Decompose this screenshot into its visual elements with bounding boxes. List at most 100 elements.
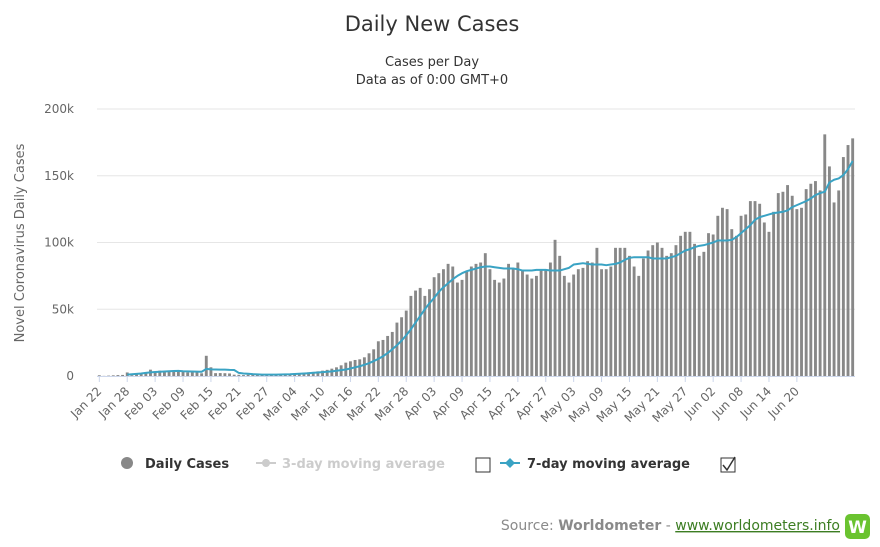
bar[interactable] xyxy=(493,279,497,376)
bar[interactable] xyxy=(748,201,752,376)
bar[interactable] xyxy=(767,231,771,376)
bar[interactable] xyxy=(823,134,827,376)
bar[interactable] xyxy=(655,242,659,377)
bar[interactable] xyxy=(618,247,622,376)
bar[interactable] xyxy=(841,157,845,376)
bar[interactable] xyxy=(558,255,562,376)
bar[interactable] xyxy=(539,269,543,376)
bar[interactable] xyxy=(251,374,255,376)
bar[interactable] xyxy=(465,271,469,376)
bar[interactable] xyxy=(237,374,241,376)
bar[interactable] xyxy=(711,234,715,376)
bar[interactable] xyxy=(362,357,366,376)
bar[interactable] xyxy=(404,310,408,376)
bar[interactable] xyxy=(772,211,776,376)
bar[interactable] xyxy=(418,287,422,376)
bar[interactable] xyxy=(158,370,162,376)
bar[interactable] xyxy=(669,253,673,376)
bar[interactable] xyxy=(721,207,724,376)
bar[interactable] xyxy=(521,270,524,376)
bar[interactable] xyxy=(572,274,576,376)
bar[interactable] xyxy=(223,373,227,376)
bar[interactable] xyxy=(758,203,762,376)
bar[interactable] xyxy=(614,247,617,376)
bar[interactable] xyxy=(688,231,692,376)
bar[interactable] xyxy=(311,372,315,376)
bar[interactable] xyxy=(316,371,320,376)
bar[interactable] xyxy=(730,229,734,376)
bar[interactable] xyxy=(190,371,194,376)
bar[interactable] xyxy=(548,262,552,376)
bar[interactable] xyxy=(121,374,125,376)
bar[interactable] xyxy=(576,269,580,376)
bar[interactable] xyxy=(400,317,404,376)
bar[interactable] xyxy=(455,282,459,376)
bar[interactable] xyxy=(786,185,790,376)
bar[interactable] xyxy=(167,370,171,376)
bar[interactable] xyxy=(595,247,599,376)
legend-item-daily-cases[interactable]: Daily Cases xyxy=(121,457,229,472)
bar[interactable] xyxy=(590,262,594,376)
bar[interactable] xyxy=(846,145,850,376)
bar[interactable] xyxy=(200,373,204,376)
bar[interactable] xyxy=(386,335,390,376)
bar[interactable] xyxy=(469,266,473,376)
worldometer-logo[interactable]: W xyxy=(845,514,870,539)
bar[interactable] xyxy=(474,263,478,376)
bar[interactable] xyxy=(818,190,822,376)
bar[interactable] xyxy=(497,282,501,376)
bar[interactable] xyxy=(116,375,120,376)
bar[interactable] xyxy=(851,138,855,376)
bar[interactable] xyxy=(809,183,813,376)
bar[interactable] xyxy=(753,201,757,376)
bar[interactable] xyxy=(790,195,794,376)
bar[interactable] xyxy=(507,263,510,376)
bar[interactable] xyxy=(600,269,603,376)
bar[interactable] xyxy=(581,267,585,376)
bar[interactable] xyxy=(734,235,738,376)
bar[interactable] xyxy=(232,374,236,376)
bar[interactable] xyxy=(176,371,180,376)
bar[interactable] xyxy=(358,359,362,376)
bar[interactable] xyxy=(367,353,371,376)
bar[interactable] xyxy=(451,266,455,376)
bar[interactable] xyxy=(795,209,799,377)
bar[interactable] xyxy=(604,269,608,376)
bar[interactable] xyxy=(516,262,520,376)
bar[interactable] xyxy=(716,215,720,376)
bar[interactable] xyxy=(832,202,836,376)
bar[interactable] xyxy=(693,243,696,376)
bar[interactable] xyxy=(530,278,534,376)
bar[interactable] xyxy=(553,239,557,376)
bar[interactable] xyxy=(800,207,803,376)
bar[interactable] xyxy=(432,277,436,376)
bar[interactable] xyxy=(428,289,431,376)
bar[interactable] xyxy=(218,373,222,376)
bar[interactable] xyxy=(762,222,766,376)
bar[interactable] xyxy=(562,275,566,377)
bar[interactable] xyxy=(372,349,376,376)
bar[interactable] xyxy=(172,370,176,376)
bar[interactable] xyxy=(395,322,399,376)
bar[interactable] xyxy=(660,247,664,376)
bar[interactable] xyxy=(153,371,157,376)
bar[interactable] xyxy=(446,263,450,376)
toggle-checkbox-7-day[interactable] xyxy=(720,456,736,473)
bar[interactable] xyxy=(325,369,329,376)
bar[interactable] xyxy=(628,255,631,376)
bar[interactable] xyxy=(781,191,785,376)
bar[interactable] xyxy=(414,290,417,376)
bar[interactable] xyxy=(702,251,706,376)
bar[interactable] xyxy=(632,266,636,376)
bar[interactable] xyxy=(511,269,515,376)
bar[interactable] xyxy=(437,273,441,376)
bar[interactable] xyxy=(409,295,413,376)
bar[interactable] xyxy=(586,261,590,376)
bar[interactable] xyxy=(502,278,506,376)
bar[interactable] xyxy=(442,269,445,376)
bar[interactable] xyxy=(139,373,143,376)
bar[interactable] xyxy=(111,375,115,376)
toggle-checkbox-3-day[interactable] xyxy=(475,457,491,473)
bar[interactable] xyxy=(827,166,831,376)
bar[interactable] xyxy=(637,275,641,377)
